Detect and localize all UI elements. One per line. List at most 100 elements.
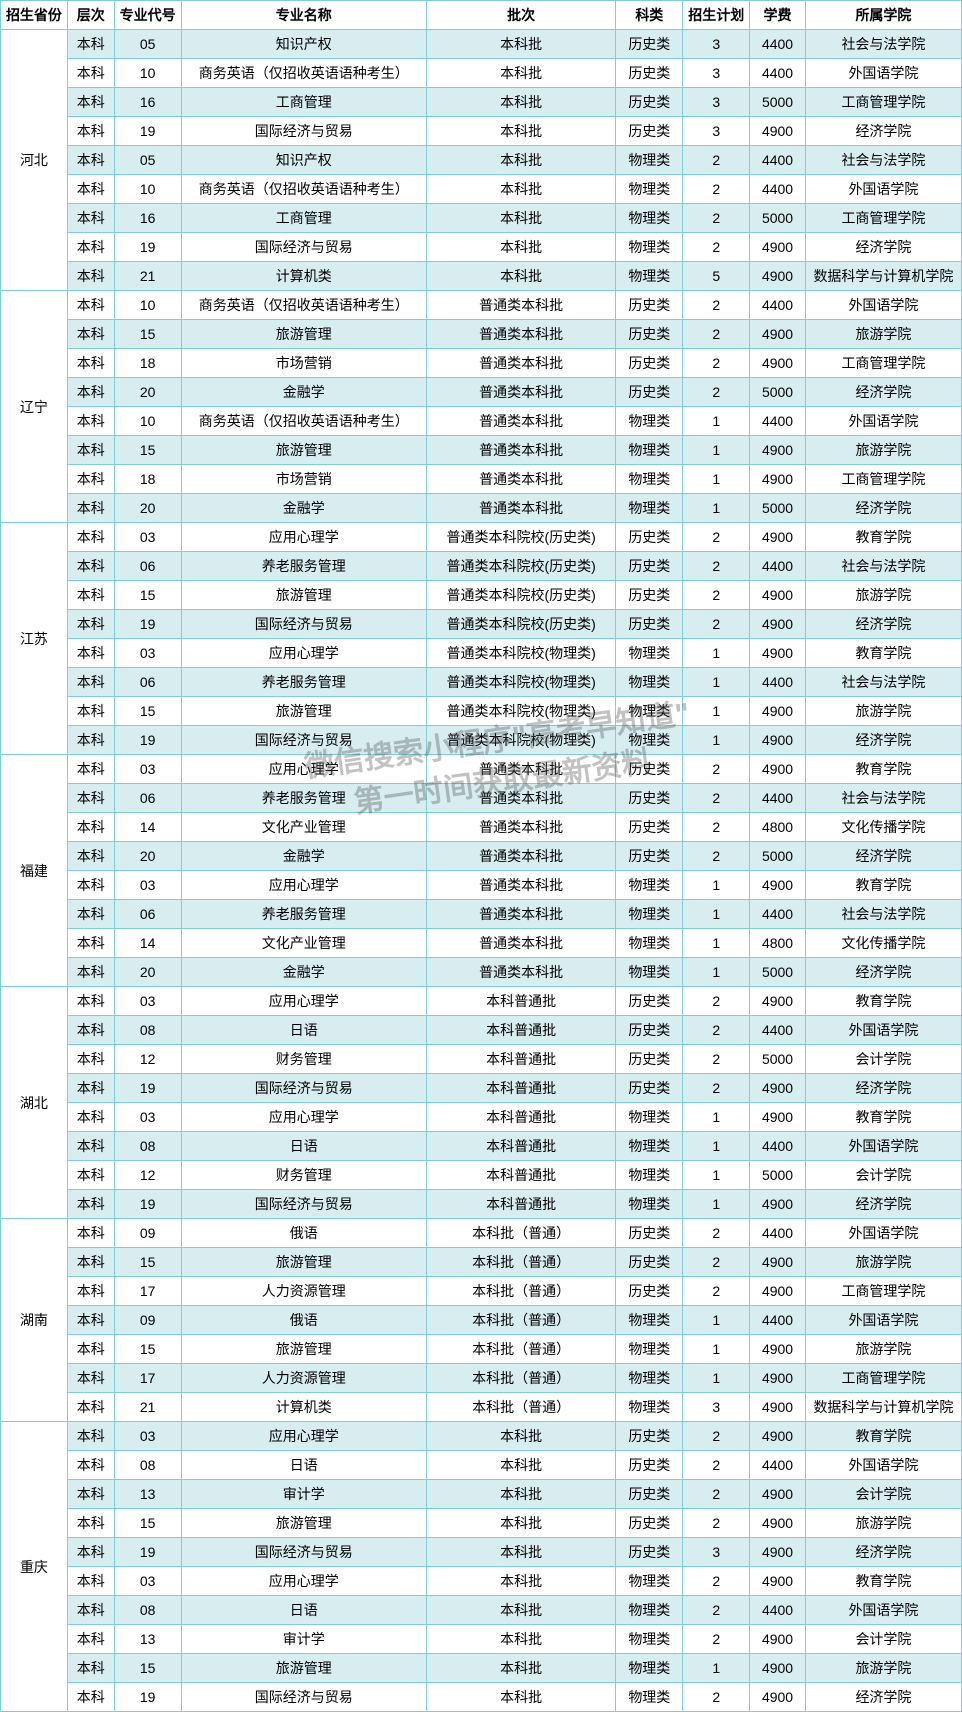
cell-batch: 普通类本科院校(历史类) <box>426 610 616 639</box>
cell-code: 09 <box>114 1219 181 1248</box>
cell-batch: 普通类本科批 <box>426 436 616 465</box>
cell-batch: 本科普通批 <box>426 1161 616 1190</box>
cell-college: 数据科学与计算机学院 <box>805 1393 961 1422</box>
cell-code: 14 <box>114 813 181 842</box>
cell-fee: 4400 <box>750 1306 806 1335</box>
cell-code: 19 <box>114 726 181 755</box>
cell-major: 文化产业管理 <box>181 929 426 958</box>
cell-subject: 历史类 <box>616 1509 683 1538</box>
cell-code: 06 <box>114 900 181 929</box>
cell-plan: 1 <box>683 1654 750 1683</box>
cell-plan: 3 <box>683 117 750 146</box>
cell-college: 会计学院 <box>805 1480 961 1509</box>
cell-batch: 本科普通批 <box>426 1074 616 1103</box>
cell-college: 数据科学与计算机学院 <box>805 262 961 291</box>
table-row: 本科20金融学普通类本科批历史类25000经济学院 <box>1 378 962 407</box>
cell-college: 经济学院 <box>805 378 961 407</box>
cell-batch: 本科普通批 <box>426 1103 616 1132</box>
cell-major: 日语 <box>181 1451 426 1480</box>
cell-major: 养老服务管理 <box>181 552 426 581</box>
cell-level: 本科 <box>67 1103 114 1132</box>
col-header-major: 专业名称 <box>181 1 426 30</box>
cell-college: 教育学院 <box>805 639 961 668</box>
cell-code: 08 <box>114 1016 181 1045</box>
cell-plan: 1 <box>683 407 750 436</box>
cell-college: 教育学院 <box>805 1422 961 1451</box>
cell-plan: 1 <box>683 958 750 987</box>
cell-batch: 普通类本科院校(物理类) <box>426 726 616 755</box>
cell-major: 国际经济与贸易 <box>181 1074 426 1103</box>
table-row: 本科10商务英语（仅招收英语语种考生）本科批物理类24400外国语学院 <box>1 175 962 204</box>
cell-major: 金融学 <box>181 958 426 987</box>
cell-subject: 物理类 <box>616 900 683 929</box>
cell-college: 外国语学院 <box>805 1016 961 1045</box>
cell-college: 社会与法学院 <box>805 146 961 175</box>
table-row: 本科18市场营销普通类本科批物理类14900工商管理学院 <box>1 465 962 494</box>
cell-subject: 物理类 <box>616 668 683 697</box>
table-row: 本科16工商管理本科批物理类25000工商管理学院 <box>1 204 962 233</box>
cell-batch: 普通类本科院校(历史类) <box>426 523 616 552</box>
cell-college: 外国语学院 <box>805 407 961 436</box>
cell-fee: 4400 <box>750 668 806 697</box>
cell-subject: 物理类 <box>616 1596 683 1625</box>
table-row: 本科08日语本科普通批物理类14400外国语学院 <box>1 1132 962 1161</box>
table-row: 本科19国际经济与贸易普通类本科院校(物理类)物理类14900经济学院 <box>1 726 962 755</box>
cell-code: 15 <box>114 1335 181 1364</box>
cell-major: 养老服务管理 <box>181 668 426 697</box>
cell-batch: 本科批（普通） <box>426 1364 616 1393</box>
province-cell: 湖南 <box>1 1219 68 1422</box>
cell-batch: 本科普通批 <box>426 1132 616 1161</box>
cell-code: 03 <box>114 755 181 784</box>
cell-code: 21 <box>114 262 181 291</box>
cell-major: 知识产权 <box>181 146 426 175</box>
cell-college: 工商管理学院 <box>805 349 961 378</box>
cell-plan: 2 <box>683 320 750 349</box>
cell-plan: 2 <box>683 1277 750 1306</box>
cell-college: 工商管理学院 <box>805 204 961 233</box>
table-row: 本科19国际经济与贸易本科批历史类34900经济学院 <box>1 1538 962 1567</box>
table-row: 本科20金融学普通类本科批历史类25000经济学院 <box>1 842 962 871</box>
table-row: 本科05知识产权本科批物理类24400社会与法学院 <box>1 146 962 175</box>
cell-major: 应用心理学 <box>181 755 426 784</box>
table-row: 重庆本科03应用心理学本科批历史类24900教育学院 <box>1 1422 962 1451</box>
cell-major: 俄语 <box>181 1306 426 1335</box>
cell-subject: 历史类 <box>616 1045 683 1074</box>
cell-level: 本科 <box>67 233 114 262</box>
cell-level: 本科 <box>67 1277 114 1306</box>
cell-batch: 普通类本科批 <box>426 958 616 987</box>
cell-level: 本科 <box>67 639 114 668</box>
cell-code: 15 <box>114 320 181 349</box>
cell-batch: 普通类本科批 <box>426 320 616 349</box>
cell-batch: 本科普通批 <box>426 987 616 1016</box>
cell-plan: 2 <box>683 1016 750 1045</box>
table-row: 本科06养老服务管理普通类本科院校(历史类)历史类24400社会与法学院 <box>1 552 962 581</box>
cell-plan: 2 <box>683 581 750 610</box>
cell-major: 养老服务管理 <box>181 784 426 813</box>
cell-major: 应用心理学 <box>181 639 426 668</box>
cell-plan: 1 <box>683 929 750 958</box>
province-cell: 辽宁 <box>1 291 68 523</box>
cell-level: 本科 <box>67 1190 114 1219</box>
cell-major: 人力资源管理 <box>181 1364 426 1393</box>
cell-college: 文化传播学院 <box>805 813 961 842</box>
cell-subject: 历史类 <box>616 1074 683 1103</box>
cell-plan: 2 <box>683 842 750 871</box>
cell-code: 15 <box>114 697 181 726</box>
cell-batch: 普通类本科批 <box>426 900 616 929</box>
cell-batch: 本科批 <box>426 1625 616 1654</box>
cell-code: 03 <box>114 1422 181 1451</box>
cell-level: 本科 <box>67 1422 114 1451</box>
cell-level: 本科 <box>67 349 114 378</box>
cell-level: 本科 <box>67 465 114 494</box>
cell-major: 旅游管理 <box>181 1509 426 1538</box>
cell-code: 17 <box>114 1364 181 1393</box>
cell-fee: 4900 <box>750 1277 806 1306</box>
cell-plan: 1 <box>683 1190 750 1219</box>
cell-level: 本科 <box>67 1683 114 1712</box>
cell-college: 外国语学院 <box>805 59 961 88</box>
table-row: 本科16工商管理本科批历史类35000工商管理学院 <box>1 88 962 117</box>
cell-code: 18 <box>114 349 181 378</box>
cell-fee: 4900 <box>750 1509 806 1538</box>
table-row: 本科14文化产业管理普通类本科批历史类24800文化传播学院 <box>1 813 962 842</box>
cell-major: 金融学 <box>181 842 426 871</box>
